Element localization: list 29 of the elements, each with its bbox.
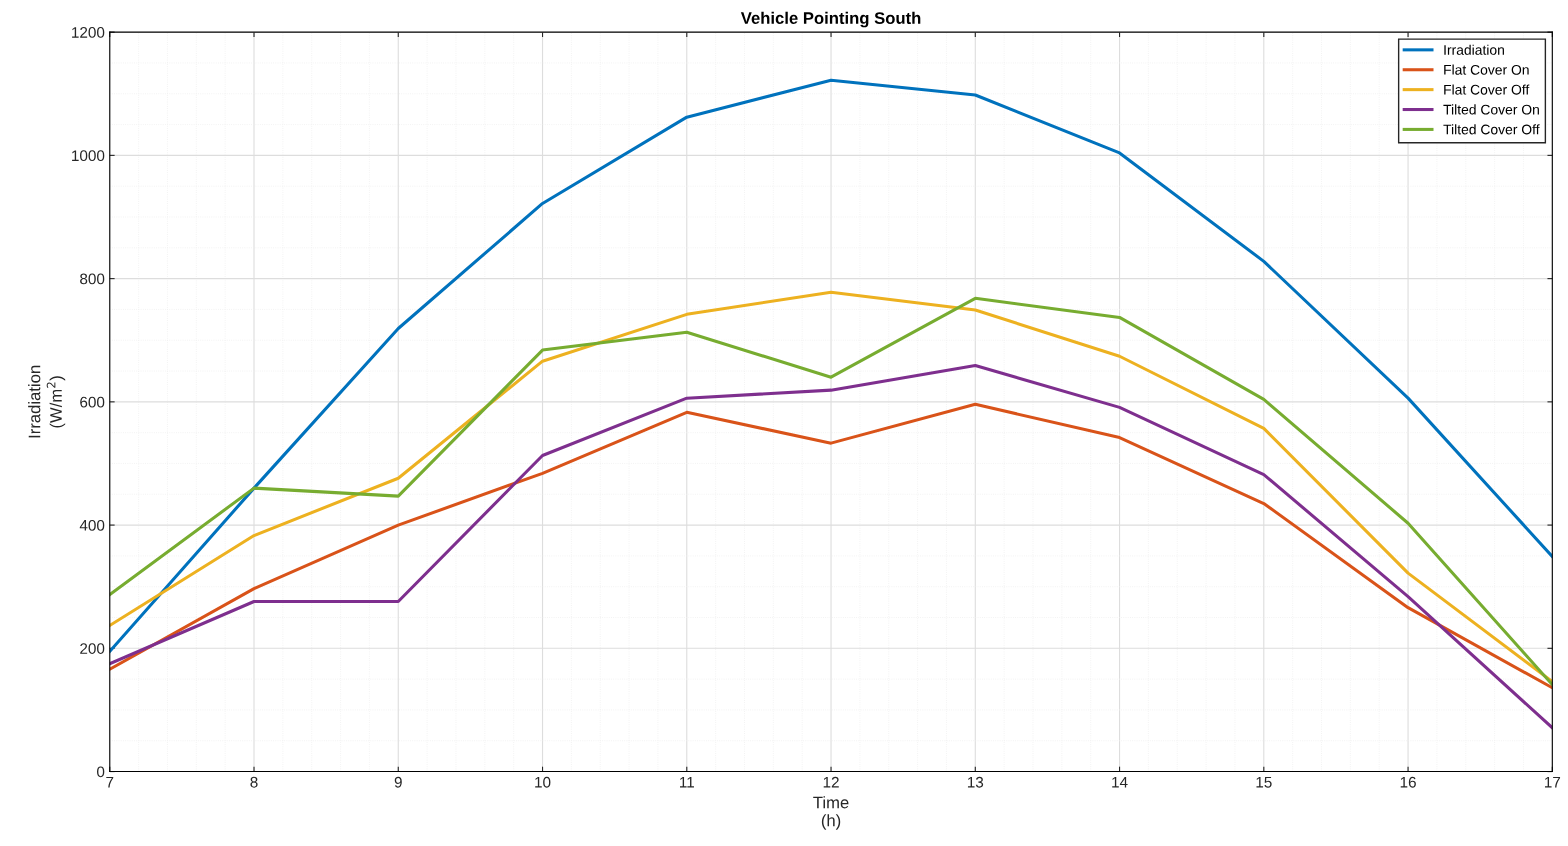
line-series [109,363,1553,730]
x-tick-label: 9 [394,776,402,788]
x-tick-label: 12 [823,776,839,788]
legend-label: Tilted Cover Off [1443,124,1540,135]
x-axis-title: Time (h) [813,796,849,830]
line-series [109,78,1553,653]
legend-label: Flat Cover Off [1444,84,1530,95]
y-tick-label: 600 [80,396,105,408]
x-tick-label: 17 [1544,776,1561,788]
x-tick-label: 10 [535,776,551,788]
legend-label: Flat Cover On [1444,64,1529,75]
y-tick-label: 1200 [72,27,105,38]
x-tick-label: 8 [250,776,258,788]
x-tick-label: 11 [680,776,694,788]
legend-label: Irradiation [1444,44,1504,55]
chart-title: Vehicle Pointing South [740,11,921,28]
x-tick-label: 14 [1112,776,1128,788]
line-series [109,402,1553,690]
y-tick-label: 400 [79,519,105,531]
legend-label: Tilted Cover On [1443,104,1539,115]
y-tick-label: 800 [80,273,105,285]
y-tick-label: 1000 [72,150,105,162]
x-tick-label: 15 [1256,776,1272,788]
x-tick-label: 16 [1400,776,1416,788]
y-tick-label: 200 [80,643,105,654]
y-axis-title: Irradiation (W/m$^{2}$) [28,365,66,438]
x-tick-label: 7 [106,776,114,788]
x-tick-label: 13 [967,776,984,788]
y-tick-label: 0 [97,766,105,778]
